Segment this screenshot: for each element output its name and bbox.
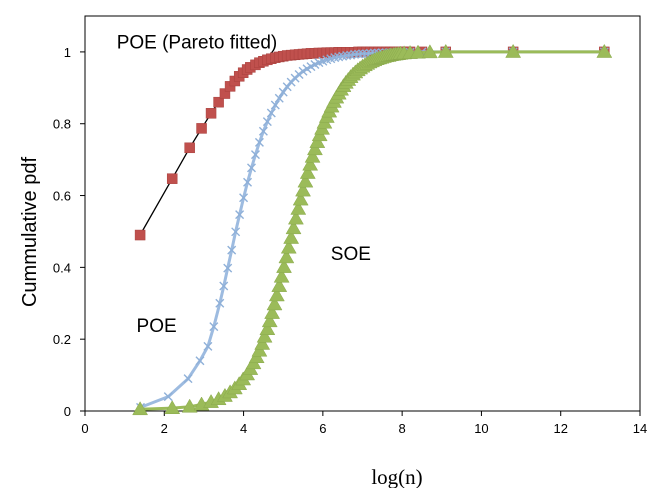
data-point <box>295 182 311 197</box>
series-poe-pareto-fitted <box>134 46 610 241</box>
data-point <box>292 191 309 206</box>
data-point <box>297 173 314 188</box>
data-point <box>358 49 367 59</box>
data-point <box>287 210 304 225</box>
data-point <box>283 229 300 244</box>
data-point <box>268 287 285 302</box>
data-point <box>290 200 307 215</box>
data-point <box>247 163 256 173</box>
y-tick-label: 0.4 <box>53 260 71 275</box>
y-axis-title: Cummulative pdf <box>19 157 41 308</box>
series-line <box>139 50 605 409</box>
x-tick-label: 0 <box>81 421 88 436</box>
data-point <box>270 100 280 110</box>
data-point <box>250 150 260 160</box>
data-point <box>195 356 205 366</box>
annotation-soe: SOE <box>331 244 371 265</box>
data-point <box>278 249 295 264</box>
x-axis-title: log(n) <box>371 465 422 488</box>
series-line <box>140 50 605 411</box>
data-point <box>304 148 321 163</box>
data-point <box>258 126 268 136</box>
data-point <box>163 392 173 402</box>
data-point <box>209 322 219 332</box>
data-point <box>278 87 288 97</box>
data-point <box>256 328 273 343</box>
axes: 0 2 4 6 8 10 12 14 0 0.2 0.4 0.6 0.8 1 <box>53 15 647 436</box>
data-point <box>205 108 217 119</box>
y-tick-label: 0.2 <box>53 332 71 347</box>
plot-frame <box>84 15 641 412</box>
data-point <box>184 142 195 154</box>
x-tick-label: 14 <box>633 421 647 436</box>
data-point <box>164 400 181 415</box>
data-point <box>274 93 284 103</box>
data-point <box>243 177 253 187</box>
data-point <box>219 281 229 291</box>
data-point <box>421 44 438 59</box>
data-point <box>342 51 352 60</box>
x-tick-label: 10 <box>474 421 488 436</box>
data-point <box>276 259 292 273</box>
data-point <box>227 245 237 255</box>
data-point <box>132 401 149 416</box>
data-point <box>181 398 198 413</box>
data-point <box>203 341 213 351</box>
data-point <box>213 96 224 108</box>
data-point <box>259 321 276 336</box>
data-point <box>280 239 297 254</box>
series-soe <box>132 43 613 416</box>
data-point <box>196 123 207 134</box>
data-point <box>298 66 308 76</box>
series-poe <box>136 47 609 412</box>
annotation-poe: POE <box>137 316 177 337</box>
y-tick-label: 1 <box>64 45 71 60</box>
x-tick-label: 8 <box>399 421 406 436</box>
data-point <box>273 268 290 283</box>
data-point <box>350 49 360 59</box>
data-point <box>306 141 323 156</box>
data-point <box>262 117 272 127</box>
data-point <box>271 278 288 292</box>
x-tick-label: 6 <box>319 421 326 436</box>
y-tick-label: 0.8 <box>53 117 71 132</box>
data-point <box>261 313 278 328</box>
data-point <box>231 227 241 237</box>
data-point <box>302 156 319 171</box>
data-point <box>235 210 245 220</box>
data-point <box>410 44 426 59</box>
x-tick-label: 12 <box>553 421 567 436</box>
data-point <box>223 263 233 273</box>
x-tick-label: 2 <box>161 421 168 436</box>
data-point <box>309 134 326 148</box>
x-tick-label: 4 <box>240 421 247 436</box>
data-point <box>266 296 283 311</box>
data-point <box>266 108 276 118</box>
data-point <box>264 304 281 319</box>
y-tick-label: 0.6 <box>53 189 71 204</box>
data-point <box>251 342 268 357</box>
data-point <box>254 335 271 350</box>
data-point <box>354 49 364 59</box>
data-point <box>596 43 613 58</box>
data-point <box>299 164 316 179</box>
data-point <box>285 220 302 235</box>
data-point <box>437 43 454 58</box>
plot-area <box>132 43 613 416</box>
annotation-poe-pareto: POE (Pareto fitted) <box>117 32 278 53</box>
data-point <box>254 137 264 147</box>
y-tick-label: 0 <box>64 404 71 419</box>
data-point <box>166 173 178 184</box>
data-point <box>134 229 146 241</box>
series-line <box>139 51 605 236</box>
data-point <box>505 43 522 58</box>
data-point <box>215 298 225 308</box>
data-point <box>239 193 249 203</box>
data-point <box>183 374 193 384</box>
